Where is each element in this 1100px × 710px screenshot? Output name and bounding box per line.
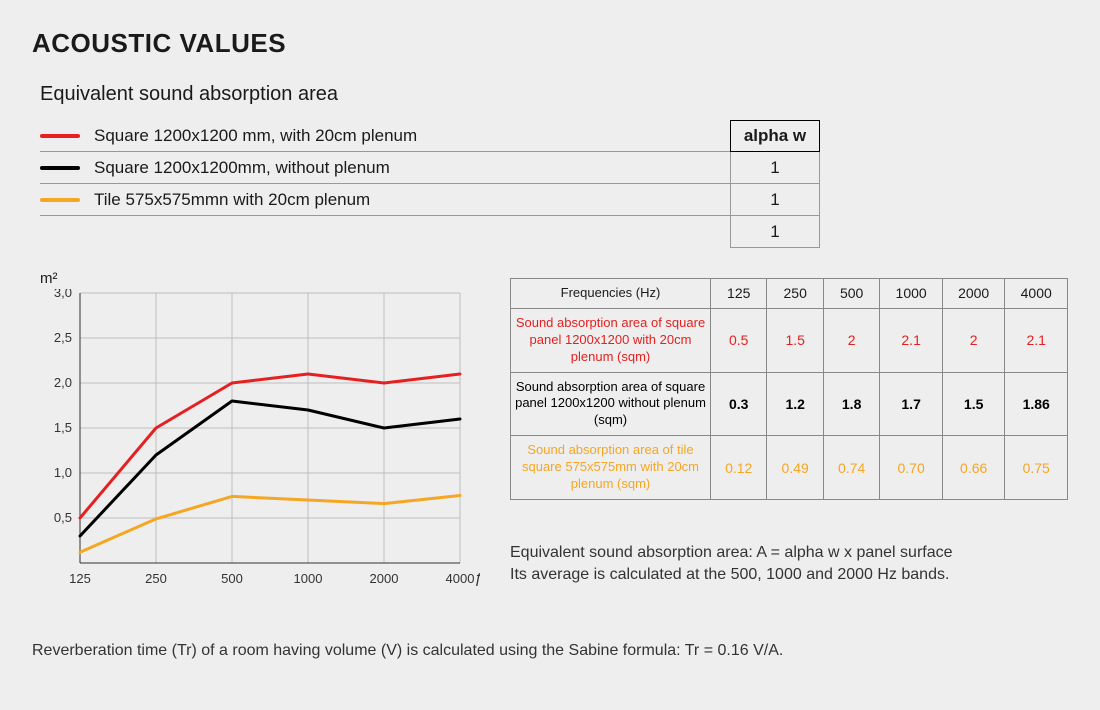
table-cell: 1.5	[767, 308, 823, 372]
legend-row: Square 1200x1200 mm, with 20cm plenum	[40, 120, 730, 152]
legend-table: Square 1200x1200 mm, with 20cm plenum Squ…	[40, 120, 1068, 248]
note-line-2: Its average is calculated at the 500, 10…	[510, 564, 1068, 586]
chart-y-label: m²	[40, 270, 480, 287]
sabine-footnote: Reverberation time (Tr) of a room having…	[32, 642, 1068, 660]
legend-swatch	[40, 166, 80, 170]
table-cell: 0.66	[942, 436, 1005, 500]
legend-label: Tile 575x575mmn with 20cm plenum	[94, 190, 370, 210]
subtitle: Equivalent sound absorption area	[40, 83, 1068, 106]
svg-text:1,5: 1,5	[54, 420, 72, 435]
table-freq-header: 1000	[880, 279, 943, 309]
svg-text:500: 500	[221, 571, 243, 586]
legend-row: Tile 575x575mmn with 20cm plenum	[40, 184, 730, 216]
table-cell: 0.70	[880, 436, 943, 500]
svg-text:125: 125	[69, 571, 91, 586]
table-row-label: Sound absorption area of square panel 12…	[511, 308, 711, 372]
note-line-1: Equivalent sound absorption area: A = al…	[510, 542, 1068, 564]
table-cell: 1.5	[942, 372, 1005, 436]
legend-swatch	[40, 134, 80, 138]
alpha-value: 1	[730, 184, 820, 216]
page-title: ACOUSTIC VALUES	[32, 28, 1068, 59]
svg-text:4000: 4000	[446, 571, 475, 586]
svg-text:0,5: 0,5	[54, 510, 72, 525]
table-cell: 0.5	[711, 308, 767, 372]
legend-swatch	[40, 198, 80, 202]
alpha-value: 1	[730, 152, 820, 184]
alpha-header: alpha w	[730, 120, 820, 152]
svg-text:2,5: 2,5	[54, 330, 72, 345]
table-cell: 1.8	[823, 372, 879, 436]
table-cell: 0.12	[711, 436, 767, 500]
table-cell: 2	[823, 308, 879, 372]
table-row-label: Sound absorption area of tile square 575…	[511, 436, 711, 500]
svg-text:2,0: 2,0	[54, 375, 72, 390]
absorption-line-chart: m² 0,5 1,0 1,5 2,0 2,5 3,0 125 250 500 1000 2000 40…	[40, 270, 480, 604]
table-freq-header: 2000	[942, 279, 1005, 309]
table-freq-header: 125	[711, 279, 767, 309]
table-cell: 1.7	[880, 372, 943, 436]
table-cell: 1.2	[767, 372, 823, 436]
svg-text:3,0: 3,0	[54, 289, 72, 300]
legend-label: Square 1200x1200mm, without plenum	[94, 158, 390, 178]
table-freq-header: 250	[767, 279, 823, 309]
svg-text:2000: 2000	[370, 571, 399, 586]
svg-text:250: 250	[145, 571, 167, 586]
table-row: Sound absorption area of square panel 12…	[511, 372, 1068, 436]
table-freq-header: 4000	[1005, 279, 1068, 309]
table-cell: 2.1	[1005, 308, 1068, 372]
table-cell: 1.86	[1005, 372, 1068, 436]
table-cell: 0.3	[711, 372, 767, 436]
svg-text:1,0: 1,0	[54, 465, 72, 480]
legend-row: Square 1200x1200mm, without plenum	[40, 152, 730, 184]
table-cell: 0.49	[767, 436, 823, 500]
legend-label: Square 1200x1200 mm, with 20cm plenum	[94, 126, 417, 146]
table-cell: 0.75	[1005, 436, 1068, 500]
table-freq-header: 500	[823, 279, 879, 309]
table-row: Sound absorption area of tile square 575…	[511, 436, 1068, 500]
table-cell: 2.1	[880, 308, 943, 372]
table-row-label: Sound absorption area of square panel 12…	[511, 372, 711, 436]
svg-text:ƒ/Hz: ƒ/Hz	[474, 570, 480, 587]
table-cell: 0.74	[823, 436, 879, 500]
alpha-value: 1	[730, 216, 820, 248]
equation-note: Equivalent sound absorption area: A = al…	[510, 542, 1068, 587]
table-cell: 2	[942, 308, 1005, 372]
table-row: Sound absorption area of square panel 12…	[511, 308, 1068, 372]
svg-text:1000: 1000	[294, 571, 323, 586]
table-header-label: Frequencies (Hz)	[511, 279, 711, 309]
absorption-data-table: Frequencies (Hz)125250500100020004000 Sou…	[510, 278, 1068, 500]
